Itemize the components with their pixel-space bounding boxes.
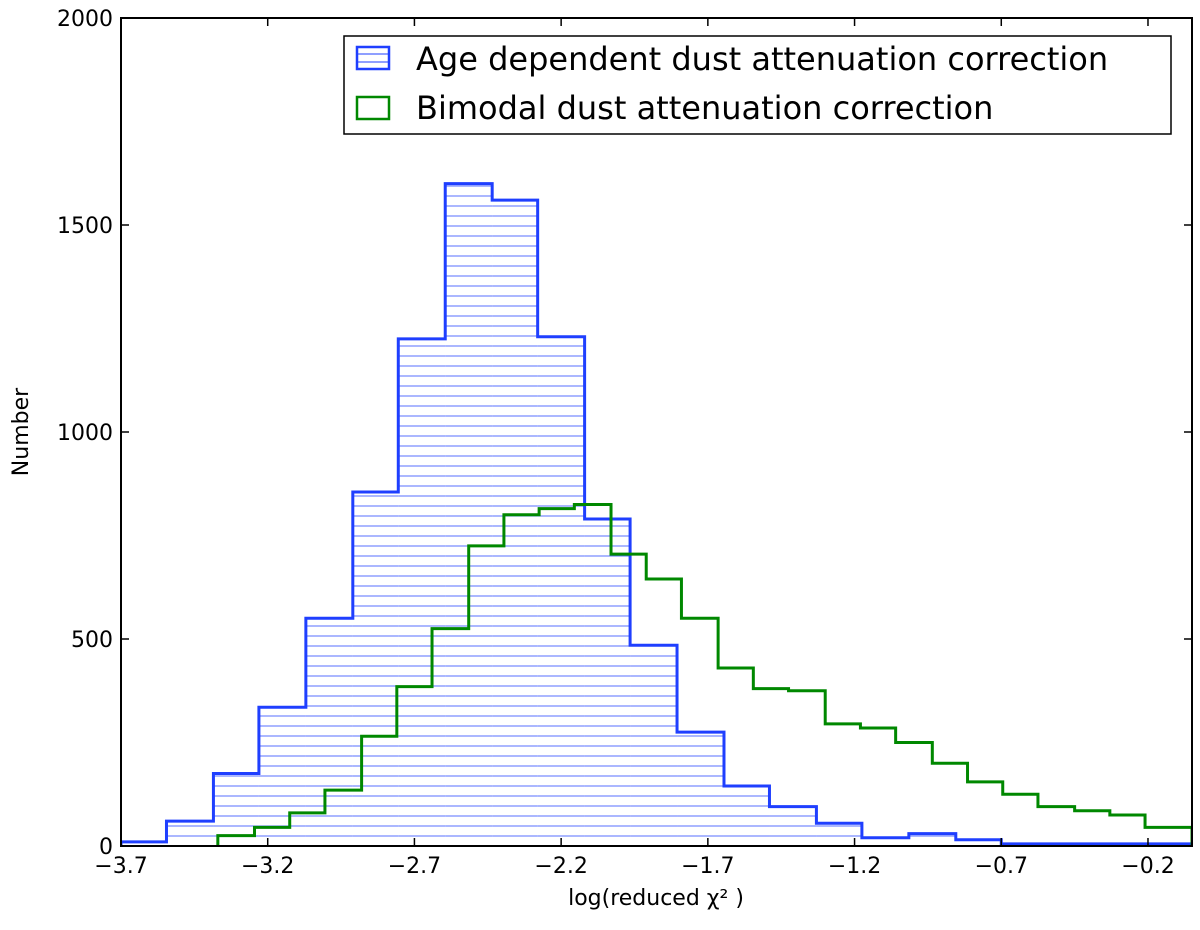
legend-label-bimodal: Bimodal dust attenuation correction bbox=[416, 89, 993, 127]
x-tick-label: −1.2 bbox=[828, 854, 881, 879]
y-tick-label: 0 bbox=[99, 835, 113, 860]
series-0 bbox=[121, 182, 1192, 846]
legend-entry-age-dependent: Age dependent dust attenuation correctio… bbox=[355, 40, 1108, 78]
series-layer bbox=[121, 182, 1192, 846]
legend: Age dependent dust attenuation correctio… bbox=[343, 35, 1172, 135]
x-tick-label: −3.7 bbox=[94, 854, 147, 879]
x-axis-label: log(reduced χ² ) bbox=[568, 886, 744, 911]
legend-swatch-bimodal bbox=[355, 95, 391, 121]
x-tick-label: −0.7 bbox=[975, 854, 1028, 879]
x-tick-label: −3.2 bbox=[241, 854, 294, 879]
series-1 bbox=[216, 502, 1192, 846]
y-tick-label: 1500 bbox=[57, 214, 113, 239]
y-axis-label: Number bbox=[9, 387, 34, 476]
x-tick-label: −1.7 bbox=[681, 854, 734, 879]
x-tick-label: −0.2 bbox=[1121, 854, 1174, 879]
y-tick-label: 1000 bbox=[57, 421, 113, 446]
y-tick-label: 500 bbox=[71, 628, 113, 653]
x-tick-label: −2.2 bbox=[534, 854, 587, 879]
y-tick-label: 2000 bbox=[57, 7, 113, 32]
x-tick-label: −2.7 bbox=[388, 854, 441, 879]
legend-swatch-age-dependent bbox=[355, 45, 391, 71]
legend-label-age-dependent: Age dependent dust attenuation correctio… bbox=[416, 40, 1108, 78]
legend-frame bbox=[343, 35, 1172, 135]
histogram-outline bbox=[216, 502, 1192, 846]
ticks-layer: −3.7 −3.2 −2.7 −2.2 −1.7 −1.2 −0.7 −0.2 0 500 1000… bbox=[57, 7, 1192, 879]
histogram-outline bbox=[121, 182, 1192, 846]
legend-entry-bimodal: Bimodal dust attenuation correction bbox=[355, 89, 993, 127]
